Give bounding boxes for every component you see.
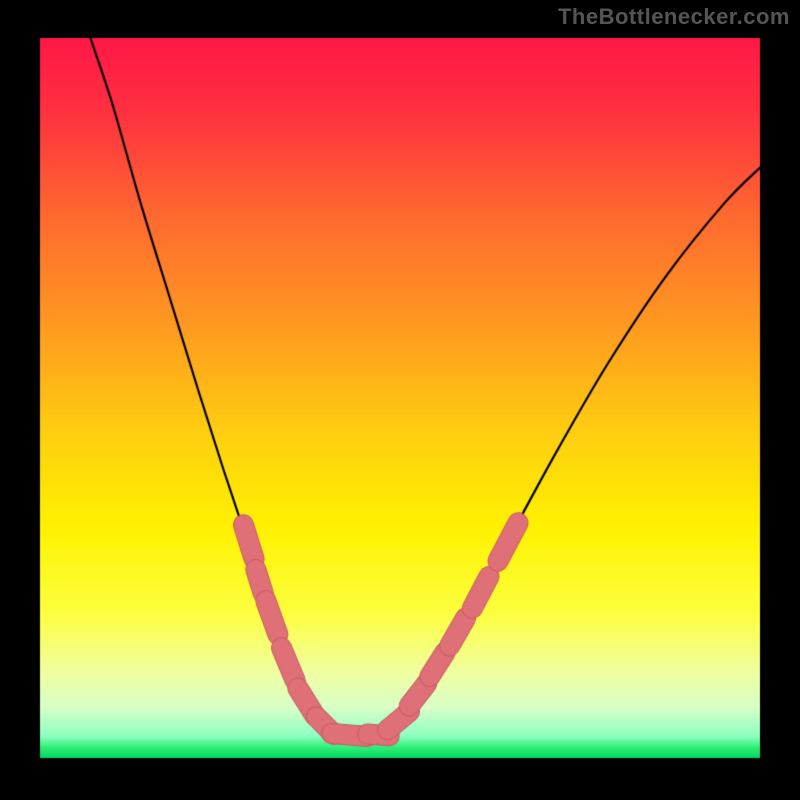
figure-container: TheBottlenecker.com [0, 0, 800, 800]
bottleneck-chart-canvas [0, 0, 800, 800]
watermark-text: TheBottlenecker.com [558, 4, 790, 30]
